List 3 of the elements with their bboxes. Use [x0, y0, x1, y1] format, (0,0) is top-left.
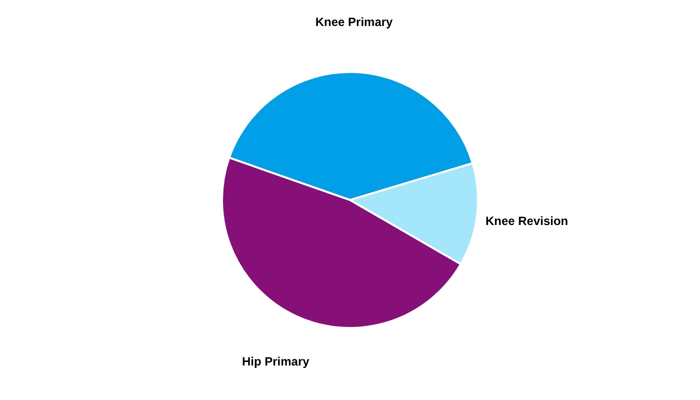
slice-label: Knee Revision	[485, 214, 568, 228]
slice-label: Knee Primary	[315, 15, 394, 30]
slice-label: Hip Primary	[242, 354, 310, 369]
